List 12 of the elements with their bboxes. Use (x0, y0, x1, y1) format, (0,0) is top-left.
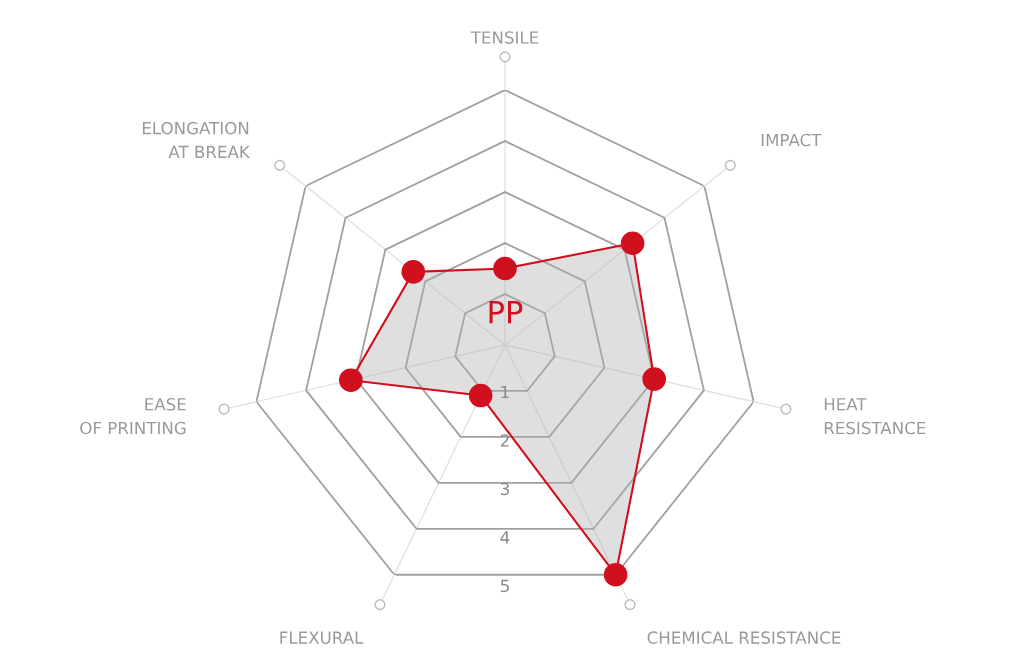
y-tick-label: 1 (501, 385, 509, 399)
series-label: PP (489, 301, 523, 324)
spoke-label: FLEXURAL (280, 631, 364, 644)
y-tick-label: 3 (500, 482, 509, 496)
spoke-label: HEAT RESISTANCE (824, 398, 926, 435)
spoke-label: TENSILE (470, 31, 539, 44)
spoke-label: EASE OF PRINTING (80, 398, 186, 435)
spoke-label: CHEMICAL RESISTANCE (647, 631, 841, 644)
spoke-label: IMPACT (761, 133, 822, 147)
y-tick-label: 4 (500, 531, 510, 544)
spoke-label: ELONGATION AT BREAK (142, 121, 251, 158)
y-tick-label: 5 (500, 579, 509, 593)
